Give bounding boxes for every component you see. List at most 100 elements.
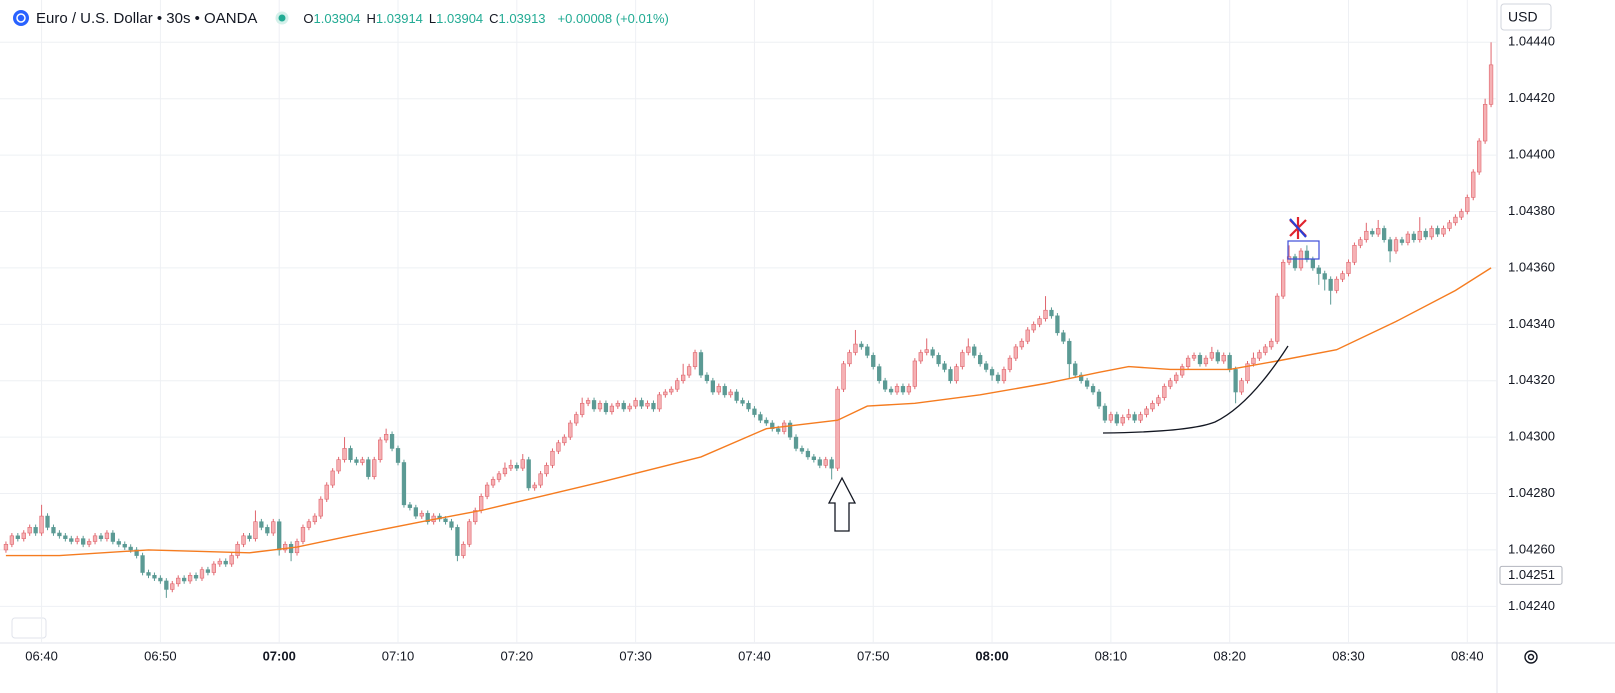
candle-body xyxy=(158,577,163,582)
candle-body xyxy=(983,363,989,370)
candle-body xyxy=(1257,352,1262,359)
candle-body xyxy=(752,408,757,415)
candle-body xyxy=(57,532,62,537)
candle-body xyxy=(1453,216,1458,224)
price-tag: 1.04251 xyxy=(1508,567,1555,582)
candle-body xyxy=(787,422,793,438)
ohlc-value: 1.03904 xyxy=(313,10,361,26)
candle-body xyxy=(1346,261,1351,274)
candle-body xyxy=(389,434,395,449)
candle-body xyxy=(134,549,139,556)
candle-body xyxy=(675,380,680,390)
candle-body xyxy=(490,479,496,486)
y-tick-label: 1.04400 xyxy=(1508,147,1555,162)
candle-body xyxy=(1185,357,1191,367)
x-tick-label: 07:50 xyxy=(857,648,890,663)
candle-body xyxy=(1114,414,1119,424)
candle-body xyxy=(936,355,941,365)
candle-body xyxy=(3,543,9,551)
candle-body xyxy=(312,515,317,523)
candle-body xyxy=(692,352,698,367)
candle-body xyxy=(104,532,110,539)
ohlc-legend: O1.03904 H1.03914 L1.03904 C1.03913 xyxy=(303,11,551,26)
candle-body xyxy=(81,538,86,545)
candle-body xyxy=(1084,380,1090,387)
candle-body xyxy=(574,414,579,424)
candle-body xyxy=(550,450,555,466)
candle-body xyxy=(900,386,906,393)
candle-body xyxy=(1174,374,1179,382)
candle-body xyxy=(366,459,371,477)
candle-body xyxy=(948,369,953,382)
candle-body xyxy=(1275,295,1280,342)
candle-body xyxy=(645,402,650,407)
candle-body xyxy=(847,352,852,365)
candle-body xyxy=(63,535,68,539)
candle-body xyxy=(532,484,537,489)
candle-body xyxy=(1411,233,1416,241)
ohlc-value: 1.03904 xyxy=(436,10,484,26)
candle-body xyxy=(1465,197,1470,212)
candle-body xyxy=(259,521,264,528)
y-tick-label: 1.04240 xyxy=(1508,598,1555,613)
candle-body xyxy=(1025,329,1030,342)
change: +0.00008 (+0.01%) xyxy=(557,10,669,26)
candle-body xyxy=(271,521,276,534)
y-tick-label: 1.04440 xyxy=(1508,34,1555,49)
candle-body xyxy=(1239,380,1244,393)
candle-body xyxy=(829,459,834,469)
x-tick-label: 07:20 xyxy=(501,648,534,663)
candle-body xyxy=(1215,352,1220,362)
candle-body xyxy=(1049,309,1054,317)
candle-body xyxy=(877,366,882,382)
candle-body xyxy=(585,400,591,404)
candle-body xyxy=(425,512,430,523)
candle-body xyxy=(966,346,971,353)
symbol-title: Euro / U.S. Dollar • 30s • OANDA xyxy=(36,9,258,27)
candle-body xyxy=(354,459,359,463)
candle-body xyxy=(1031,324,1036,331)
candle-body xyxy=(33,527,38,534)
candle-body xyxy=(182,577,187,582)
candle-body xyxy=(277,521,282,551)
y-tick-label: 1.04340 xyxy=(1508,316,1555,331)
candle-body xyxy=(1263,346,1268,353)
candle-body xyxy=(1477,140,1482,173)
curve xyxy=(1102,345,1289,434)
candle-body xyxy=(1233,369,1238,393)
candle-body xyxy=(318,498,323,517)
candle-body xyxy=(805,450,811,458)
x-tick-label: 08:40 xyxy=(1451,648,1484,663)
candle-body xyxy=(776,428,781,432)
candle-body xyxy=(859,343,864,348)
y-tick-label: 1.04320 xyxy=(1508,372,1555,387)
candle-body xyxy=(217,560,222,565)
candle-body xyxy=(817,459,822,466)
scroll-button[interactable] xyxy=(11,617,47,639)
currency-box[interactable] xyxy=(1500,3,1552,31)
ohlc-key: O xyxy=(303,10,314,26)
candle-body xyxy=(1417,230,1422,241)
candle-body xyxy=(407,504,413,508)
candle-body xyxy=(306,521,312,528)
settings-icon[interactable] xyxy=(1524,650,1538,664)
candle-body xyxy=(1144,408,1149,415)
candle-body xyxy=(1132,414,1137,421)
currency[interactable]: USD xyxy=(1508,9,1538,25)
candle-body xyxy=(710,380,715,393)
candle-body xyxy=(324,484,329,500)
candle-body xyxy=(562,436,567,444)
candle-body xyxy=(1370,230,1375,235)
x-tick-label: 08:00 xyxy=(975,648,1008,663)
candle-body xyxy=(1310,259,1315,269)
y-tick-label: 1.04300 xyxy=(1508,429,1555,444)
candle-body xyxy=(21,532,26,539)
candle-body xyxy=(176,577,181,585)
candle-body xyxy=(211,563,216,573)
x-tick-label: 07:10 xyxy=(382,648,415,663)
candle-body xyxy=(722,386,727,396)
candle-body xyxy=(1126,414,1131,418)
candle-body xyxy=(1150,402,1155,410)
candle-body xyxy=(639,400,644,407)
